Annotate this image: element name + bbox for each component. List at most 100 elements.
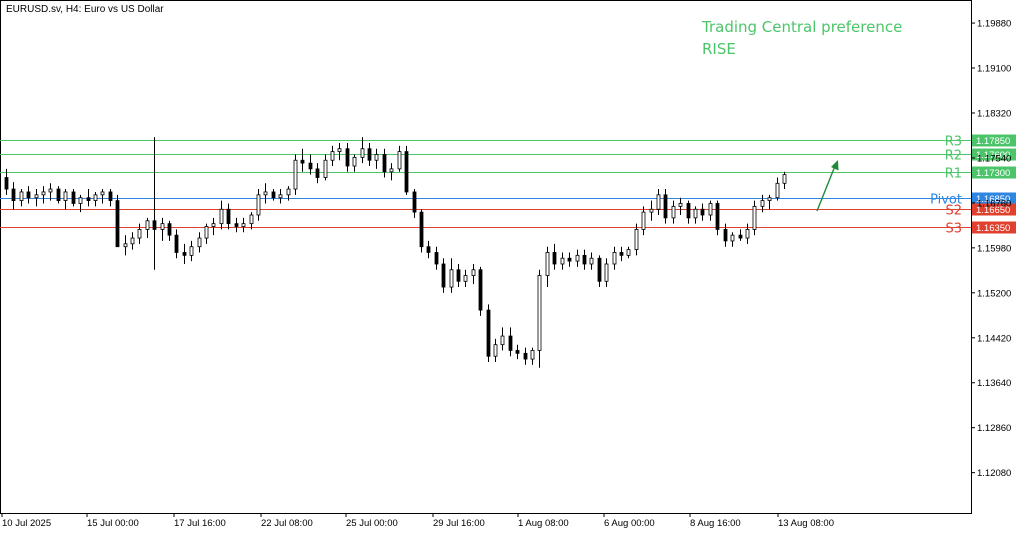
candle-body-28	[211, 223, 216, 227]
level-price-r1: 1.17300	[976, 168, 1010, 179]
y-tick-label-5: 1.15980	[977, 243, 1011, 254]
candle-body-75	[560, 257, 565, 265]
x-tick-label-4: 25 Jul 00:00	[346, 518, 398, 529]
candle-body-18	[137, 229, 142, 239]
candle-body-13	[100, 191, 105, 196]
candle-body-35	[263, 191, 268, 196]
candle-body-41	[308, 162, 313, 170]
candle-body-79	[589, 257, 594, 265]
candle-body-103	[767, 197, 772, 201]
x-tick-label-3: 22 Jul 08:00	[261, 518, 313, 529]
candle-body-73	[545, 252, 550, 276]
candle-body-98	[730, 234, 735, 242]
level-price-box-r1	[972, 166, 1016, 179]
candle-body-84	[626, 249, 631, 256]
y-axis: 1.19880 1.19100 1.18320 1.17540 1.16760 1.159…	[971, 19, 1011, 479]
candle-body-104	[775, 182, 780, 199]
level-label-r3: R3	[945, 135, 962, 150]
candle-body-31	[234, 223, 239, 227]
candle-body-4	[34, 194, 39, 199]
level-label-s3: S3	[945, 222, 962, 237]
level-price-box-pivot	[972, 192, 1016, 205]
candle-body-27	[204, 226, 209, 239]
x-tick-label-8: 8 Aug 16:00	[690, 518, 741, 529]
candle-body-89	[663, 194, 668, 219]
candle-body-83	[619, 252, 624, 256]
y-tick-label-8: 1.13640	[977, 378, 1011, 389]
candle-body-59	[441, 263, 446, 288]
x-tick-label-5: 29 Jul 16:00	[433, 518, 485, 529]
candle-body-48	[360, 148, 365, 158]
candle-body-7	[56, 188, 61, 201]
level-price-box-s3	[972, 221, 1016, 234]
candle-body-34	[256, 194, 261, 216]
candle-body-22	[167, 223, 172, 236]
candle-body-33	[249, 214, 254, 225]
x-tick-label-1: 15 Jul 00:00	[87, 518, 139, 529]
y-tick-label-7: 1.14420	[977, 333, 1011, 344]
candle-body-9	[71, 191, 76, 204]
candle-body-63	[471, 269, 476, 276]
candle-body-54	[404, 151, 409, 193]
level-price-s3: 1.16350	[976, 223, 1010, 234]
candle-body-23	[174, 234, 179, 253]
candle-body-21	[160, 223, 165, 230]
arrow-head	[831, 160, 839, 171]
candle-body-82	[612, 252, 617, 265]
candle-body-95	[708, 203, 713, 216]
candle-body-38	[286, 188, 291, 196]
level-label-r2: R2	[945, 149, 962, 164]
candle-body-32	[241, 223, 246, 227]
preference-line2: RISE	[702, 40, 736, 58]
candle-body-16	[123, 243, 128, 248]
y-tick-label-3: 1.17540	[977, 153, 1011, 164]
level-label-pivot: Pivot	[930, 193, 962, 208]
candle-body-91	[678, 203, 683, 207]
level-label-r1: R1	[945, 167, 962, 182]
candle-body-30	[226, 208, 231, 225]
candle-body-94	[700, 208, 705, 216]
candle-body-86	[641, 211, 646, 230]
candle-body-26	[197, 237, 202, 248]
candle-body-42	[315, 168, 320, 178]
candles	[4, 137, 787, 368]
candle-body-8	[63, 191, 68, 201]
candle-body-12	[93, 194, 98, 201]
candle-body-6	[48, 188, 53, 193]
candle-body-56	[419, 211, 424, 248]
candle-body-62	[463, 275, 468, 282]
y-tick-label-9: 1.12860	[977, 423, 1011, 434]
y-tick-label-2: 1.18320	[977, 108, 1011, 119]
forecast-arrow	[816, 160, 839, 212]
x-tick-label-0: 10 Jul 2025	[2, 518, 51, 529]
candle-body-72	[537, 275, 542, 351]
candle-body-25	[189, 246, 194, 256]
candle-body-45	[337, 148, 342, 152]
x-tick-label-2: 17 Jul 16:00	[174, 518, 226, 529]
level-price-box-r3	[972, 134, 1016, 147]
candle-body-14	[108, 191, 113, 201]
candle-body-5	[41, 191, 46, 196]
y-tick-label-10: 1.12080	[977, 468, 1011, 479]
pivot-levels: R3 1.17850 R2 1.17600 R1 1.17300 Pivot 1.16850 S…	[0, 134, 1016, 237]
candle-body-0	[4, 177, 9, 190]
x-tick-label-9: 13 Aug 08:00	[778, 518, 834, 529]
candle-body-24	[182, 252, 187, 256]
candle-body-92	[686, 203, 691, 219]
candle-body-52	[389, 168, 394, 173]
candle-body-70	[523, 352, 528, 360]
candle-body-49	[367, 148, 372, 161]
candle-body-90	[671, 205, 676, 219]
candle-body-19	[145, 220, 150, 230]
candle-body-88	[656, 194, 661, 210]
candle-body-3	[26, 191, 31, 199]
candle-body-58	[434, 252, 439, 265]
x-tick-label-7: 6 Aug 00:00	[604, 518, 655, 529]
candle-body-47	[352, 156, 357, 167]
candle-body-80	[597, 257, 602, 282]
candle-body-50	[374, 154, 379, 161]
level-price-box-s2	[972, 203, 1016, 216]
candle-body-67	[500, 335, 505, 346]
candle-body-1	[11, 188, 16, 201]
